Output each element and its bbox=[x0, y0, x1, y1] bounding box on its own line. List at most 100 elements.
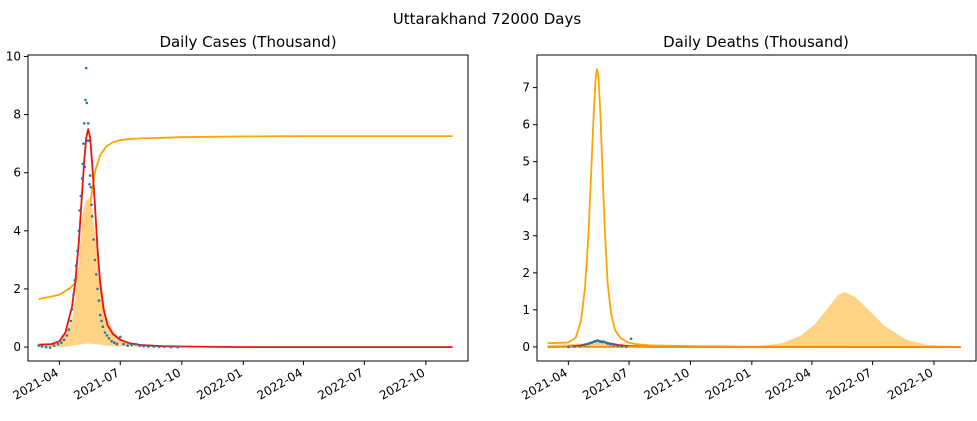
deaths-point-6 bbox=[590, 341, 593, 344]
cases-band-1 bbox=[38, 198, 453, 348]
cases-point-20 bbox=[81, 162, 85, 166]
cases-point-16 bbox=[77, 229, 81, 233]
deaths-point-3 bbox=[583, 343, 586, 347]
deaths-ytick-label-3: 3 bbox=[522, 229, 530, 243]
cases-point-12 bbox=[72, 293, 75, 297]
cases-point-56 bbox=[147, 345, 150, 348]
cases-chart-title: Daily Cases (Thousand) bbox=[159, 33, 336, 51]
cases-point-24 bbox=[84, 98, 87, 102]
deaths-point-11 bbox=[600, 340, 603, 344]
cases-point-8 bbox=[65, 334, 69, 337]
cases-point-59 bbox=[163, 345, 166, 349]
cases-point-2 bbox=[44, 345, 48, 349]
deaths-point-12 bbox=[602, 340, 605, 344]
cases-point-15 bbox=[76, 249, 79, 253]
deaths-point-5 bbox=[588, 341, 591, 345]
cases-point-46 bbox=[110, 339, 113, 343]
deaths-ytick-label-2: 2 bbox=[522, 266, 530, 280]
deaths-xtick-label-3: 2022-01 bbox=[703, 365, 753, 402]
deaths-point-13 bbox=[604, 341, 607, 344]
cases-point-19 bbox=[80, 177, 84, 180]
cases-point-33 bbox=[90, 203, 93, 206]
cases-point-5 bbox=[56, 342, 60, 346]
cases-point-41 bbox=[100, 319, 103, 323]
deaths-ytick-label-6: 6 bbox=[522, 118, 530, 132]
cases-plot-area bbox=[37, 66, 453, 349]
cases-ytick-label-1: 2 bbox=[13, 282, 21, 296]
cases-xtick-label-2: 2021-10 bbox=[133, 365, 183, 402]
cases-point-49 bbox=[119, 335, 122, 339]
deaths-ytick-label-5: 5 bbox=[522, 155, 530, 169]
cases-point-32 bbox=[89, 185, 93, 189]
cases-y-axis: 0 2 4 6 8 10 bbox=[6, 49, 28, 354]
cases-point-29 bbox=[87, 139, 91, 142]
cases-point-22 bbox=[82, 122, 86, 125]
deaths-xtick-label-1: 2021-07 bbox=[580, 365, 630, 402]
cases-point-1 bbox=[40, 345, 44, 348]
cases-point-28 bbox=[86, 122, 90, 125]
cases-point-0 bbox=[37, 344, 40, 347]
figure-suptitle: Uttarakhand 72000 Days bbox=[393, 10, 582, 28]
deaths-ytick-label-1: 1 bbox=[522, 303, 530, 317]
cases-xtick-label-3: 2022-01 bbox=[194, 365, 244, 402]
deaths-point-4 bbox=[586, 342, 589, 346]
deaths-point-7 bbox=[592, 340, 595, 344]
cases-point-4 bbox=[52, 344, 56, 347]
deaths-line-1 bbox=[547, 68, 961, 348]
cases-xtick-label-6: 2022-10 bbox=[377, 365, 427, 402]
cases-point-39 bbox=[97, 299, 101, 302]
cases-point-42 bbox=[101, 325, 105, 329]
deaths-point-0 bbox=[567, 345, 570, 349]
cases-xtick-label-4: 2022-04 bbox=[255, 365, 305, 402]
cases-point-61 bbox=[176, 345, 180, 349]
cases-point-38 bbox=[96, 287, 99, 291]
cases-line-0 bbox=[38, 135, 453, 300]
cases-point-48 bbox=[115, 342, 119, 346]
cases-ytick-label-0: 0 bbox=[13, 340, 21, 354]
deaths-y-axis: 0 1 2 3 4 5 6 7 bbox=[522, 81, 537, 354]
deaths-point-20 bbox=[629, 337, 633, 341]
deaths-point-9 bbox=[596, 339, 599, 342]
cases-point-54 bbox=[138, 344, 141, 347]
deaths-point-19 bbox=[625, 345, 628, 348]
cases-axes-frame bbox=[27, 54, 469, 362]
deaths-chart-title: Daily Deaths (Thousand) bbox=[663, 33, 849, 51]
cases-point-55 bbox=[142, 344, 145, 348]
cases-point-6 bbox=[60, 341, 63, 345]
cases-point-50 bbox=[122, 342, 125, 346]
cases-ytick-label-4: 8 bbox=[13, 108, 21, 122]
cases-point-21 bbox=[82, 142, 85, 145]
cases-point-25 bbox=[84, 66, 88, 70]
deaths-chart: Daily Deaths (Thousand) 2021-04 2021-07 20… bbox=[519, 33, 977, 403]
cases-point-51 bbox=[126, 344, 129, 347]
cases-point-9 bbox=[67, 328, 71, 331]
cases-point-3 bbox=[48, 346, 52, 349]
cases-xtick-label-1: 2021-07 bbox=[71, 365, 121, 402]
cases-x-axis: 2021-04 2021-07 2021-10 2022-01 2022-04 2022-… bbox=[11, 361, 427, 403]
deaths-plot-area bbox=[547, 68, 961, 349]
cases-point-47 bbox=[113, 341, 116, 345]
deaths-xtick-label-2: 2021-10 bbox=[642, 365, 692, 402]
cases-point-58 bbox=[157, 345, 161, 349]
deaths-point-8 bbox=[594, 339, 597, 343]
deaths-ytick-label-4: 4 bbox=[522, 192, 530, 206]
cases-point-17 bbox=[78, 209, 81, 212]
cases-point-45 bbox=[107, 337, 111, 340]
cases-point-44 bbox=[105, 334, 109, 337]
cases-point-30 bbox=[88, 183, 91, 186]
cases-point-13 bbox=[73, 278, 77, 282]
cases-point-7 bbox=[62, 338, 66, 342]
cases-point-52 bbox=[130, 343, 133, 347]
cases-point-37 bbox=[94, 273, 98, 276]
deaths-point-2 bbox=[578, 344, 581, 348]
deaths-point-16 bbox=[612, 343, 615, 347]
cases-point-57 bbox=[152, 345, 155, 348]
deaths-band-0 bbox=[547, 292, 961, 347]
cases-chart: Daily Cases (Thousand) 2021-04 2021-07 202… bbox=[6, 33, 469, 403]
cases-point-26 bbox=[85, 101, 89, 105]
deaths-point-15 bbox=[609, 343, 612, 346]
deaths-point-14 bbox=[606, 342, 609, 345]
cases-ytick-label-2: 4 bbox=[13, 224, 21, 238]
deaths-xtick-label-0: 2021-04 bbox=[519, 365, 569, 402]
cases-point-11 bbox=[70, 308, 74, 311]
